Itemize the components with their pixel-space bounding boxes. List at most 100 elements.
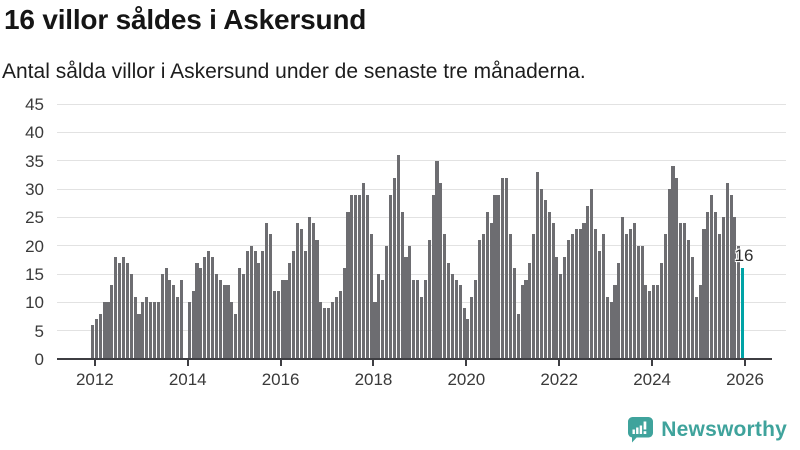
x-axis-tick	[558, 360, 561, 366]
x-axis-tick-label: 2020	[447, 370, 486, 389]
bar	[373, 302, 377, 359]
gridline	[57, 216, 786, 218]
bar	[249, 245, 253, 359]
bar	[435, 160, 439, 359]
bar	[330, 302, 335, 359]
bar	[485, 211, 489, 359]
bar	[551, 223, 555, 359]
bar	[566, 240, 571, 359]
bar	[636, 245, 640, 359]
bar	[133, 296, 137, 359]
y-axis-tick-label: 30	[25, 180, 44, 199]
chart-subtitle: Antal sålda villor i Askersund under de …	[2, 60, 586, 83]
bar	[280, 279, 284, 359]
bar	[365, 194, 369, 359]
y-axis-tick-label: 0	[34, 350, 44, 369]
bar	[276, 291, 280, 359]
bar	[625, 234, 629, 359]
bar	[481, 234, 485, 359]
bar	[416, 279, 420, 359]
bar	[168, 279, 172, 359]
bar	[520, 285, 524, 359]
x-axis-tick-label: 2014	[168, 370, 207, 389]
bar	[238, 268, 242, 359]
bar	[284, 279, 288, 359]
bar	[222, 285, 226, 359]
bar	[582, 223, 586, 359]
bar	[303, 251, 307, 359]
bar	[512, 268, 516, 359]
bar	[621, 217, 625, 359]
bar	[230, 302, 234, 359]
bar	[307, 217, 311, 359]
bar	[207, 251, 211, 359]
y-axis-tick-label: 10	[25, 293, 44, 313]
bar	[683, 223, 687, 359]
bar	[350, 194, 354, 359]
newsworthy-logo: Newsworthy	[627, 416, 787, 443]
y-axis-tick-label: 25	[25, 208, 44, 228]
bar	[555, 257, 559, 359]
gridline	[57, 188, 786, 190]
bar	[644, 285, 648, 359]
bar	[528, 262, 532, 359]
gridline	[57, 160, 786, 162]
newsworthy-logo-icon	[627, 416, 654, 443]
bar	[516, 313, 520, 359]
bar	[470, 296, 474, 359]
bar	[129, 274, 133, 359]
bar	[160, 274, 164, 359]
bar	[466, 319, 470, 359]
bar	[594, 228, 598, 359]
bar	[574, 228, 578, 359]
bar	[253, 251, 257, 359]
bar	[342, 268, 346, 359]
bar	[125, 262, 129, 359]
bar	[338, 291, 342, 359]
bar	[489, 223, 493, 359]
bar	[462, 308, 466, 359]
bar	[578, 228, 582, 359]
bar	[361, 183, 365, 359]
bar	[400, 211, 404, 359]
bar	[458, 285, 462, 359]
bar	[536, 172, 540, 359]
bar	[725, 183, 729, 359]
y-axis-tick-label: 45	[25, 95, 44, 114]
x-axis-tick	[93, 360, 96, 366]
bar	[381, 279, 385, 359]
bar	[655, 285, 660, 359]
bar	[412, 279, 416, 359]
bar	[690, 257, 694, 359]
bar	[729, 194, 733, 359]
bar	[319, 302, 323, 359]
x-axis-tick-label: 2026	[726, 370, 764, 389]
bar	[419, 296, 424, 359]
bar	[686, 240, 691, 359]
gridline	[57, 273, 786, 275]
bar	[218, 279, 222, 359]
bar	[327, 308, 331, 359]
bar	[187, 302, 191, 359]
y-axis-tick-label: 15	[25, 265, 44, 284]
bar	[652, 285, 656, 359]
bar	[396, 155, 400, 359]
y-axis-tick-label: 20	[25, 236, 44, 256]
bar	[667, 189, 671, 359]
bar	[423, 279, 427, 359]
bar	[706, 211, 710, 359]
bar	[532, 234, 536, 359]
x-axis-tick	[372, 360, 375, 366]
bar	[737, 245, 741, 359]
bar	[659, 262, 663, 359]
bar	[156, 302, 160, 359]
bar	[613, 285, 617, 359]
bar	[450, 274, 454, 359]
bar	[334, 296, 338, 359]
bar	[710, 194, 714, 359]
bar	[675, 177, 679, 359]
bar	[195, 262, 199, 359]
bar	[671, 166, 675, 359]
bar	[431, 194, 435, 359]
bar	[477, 240, 482, 359]
